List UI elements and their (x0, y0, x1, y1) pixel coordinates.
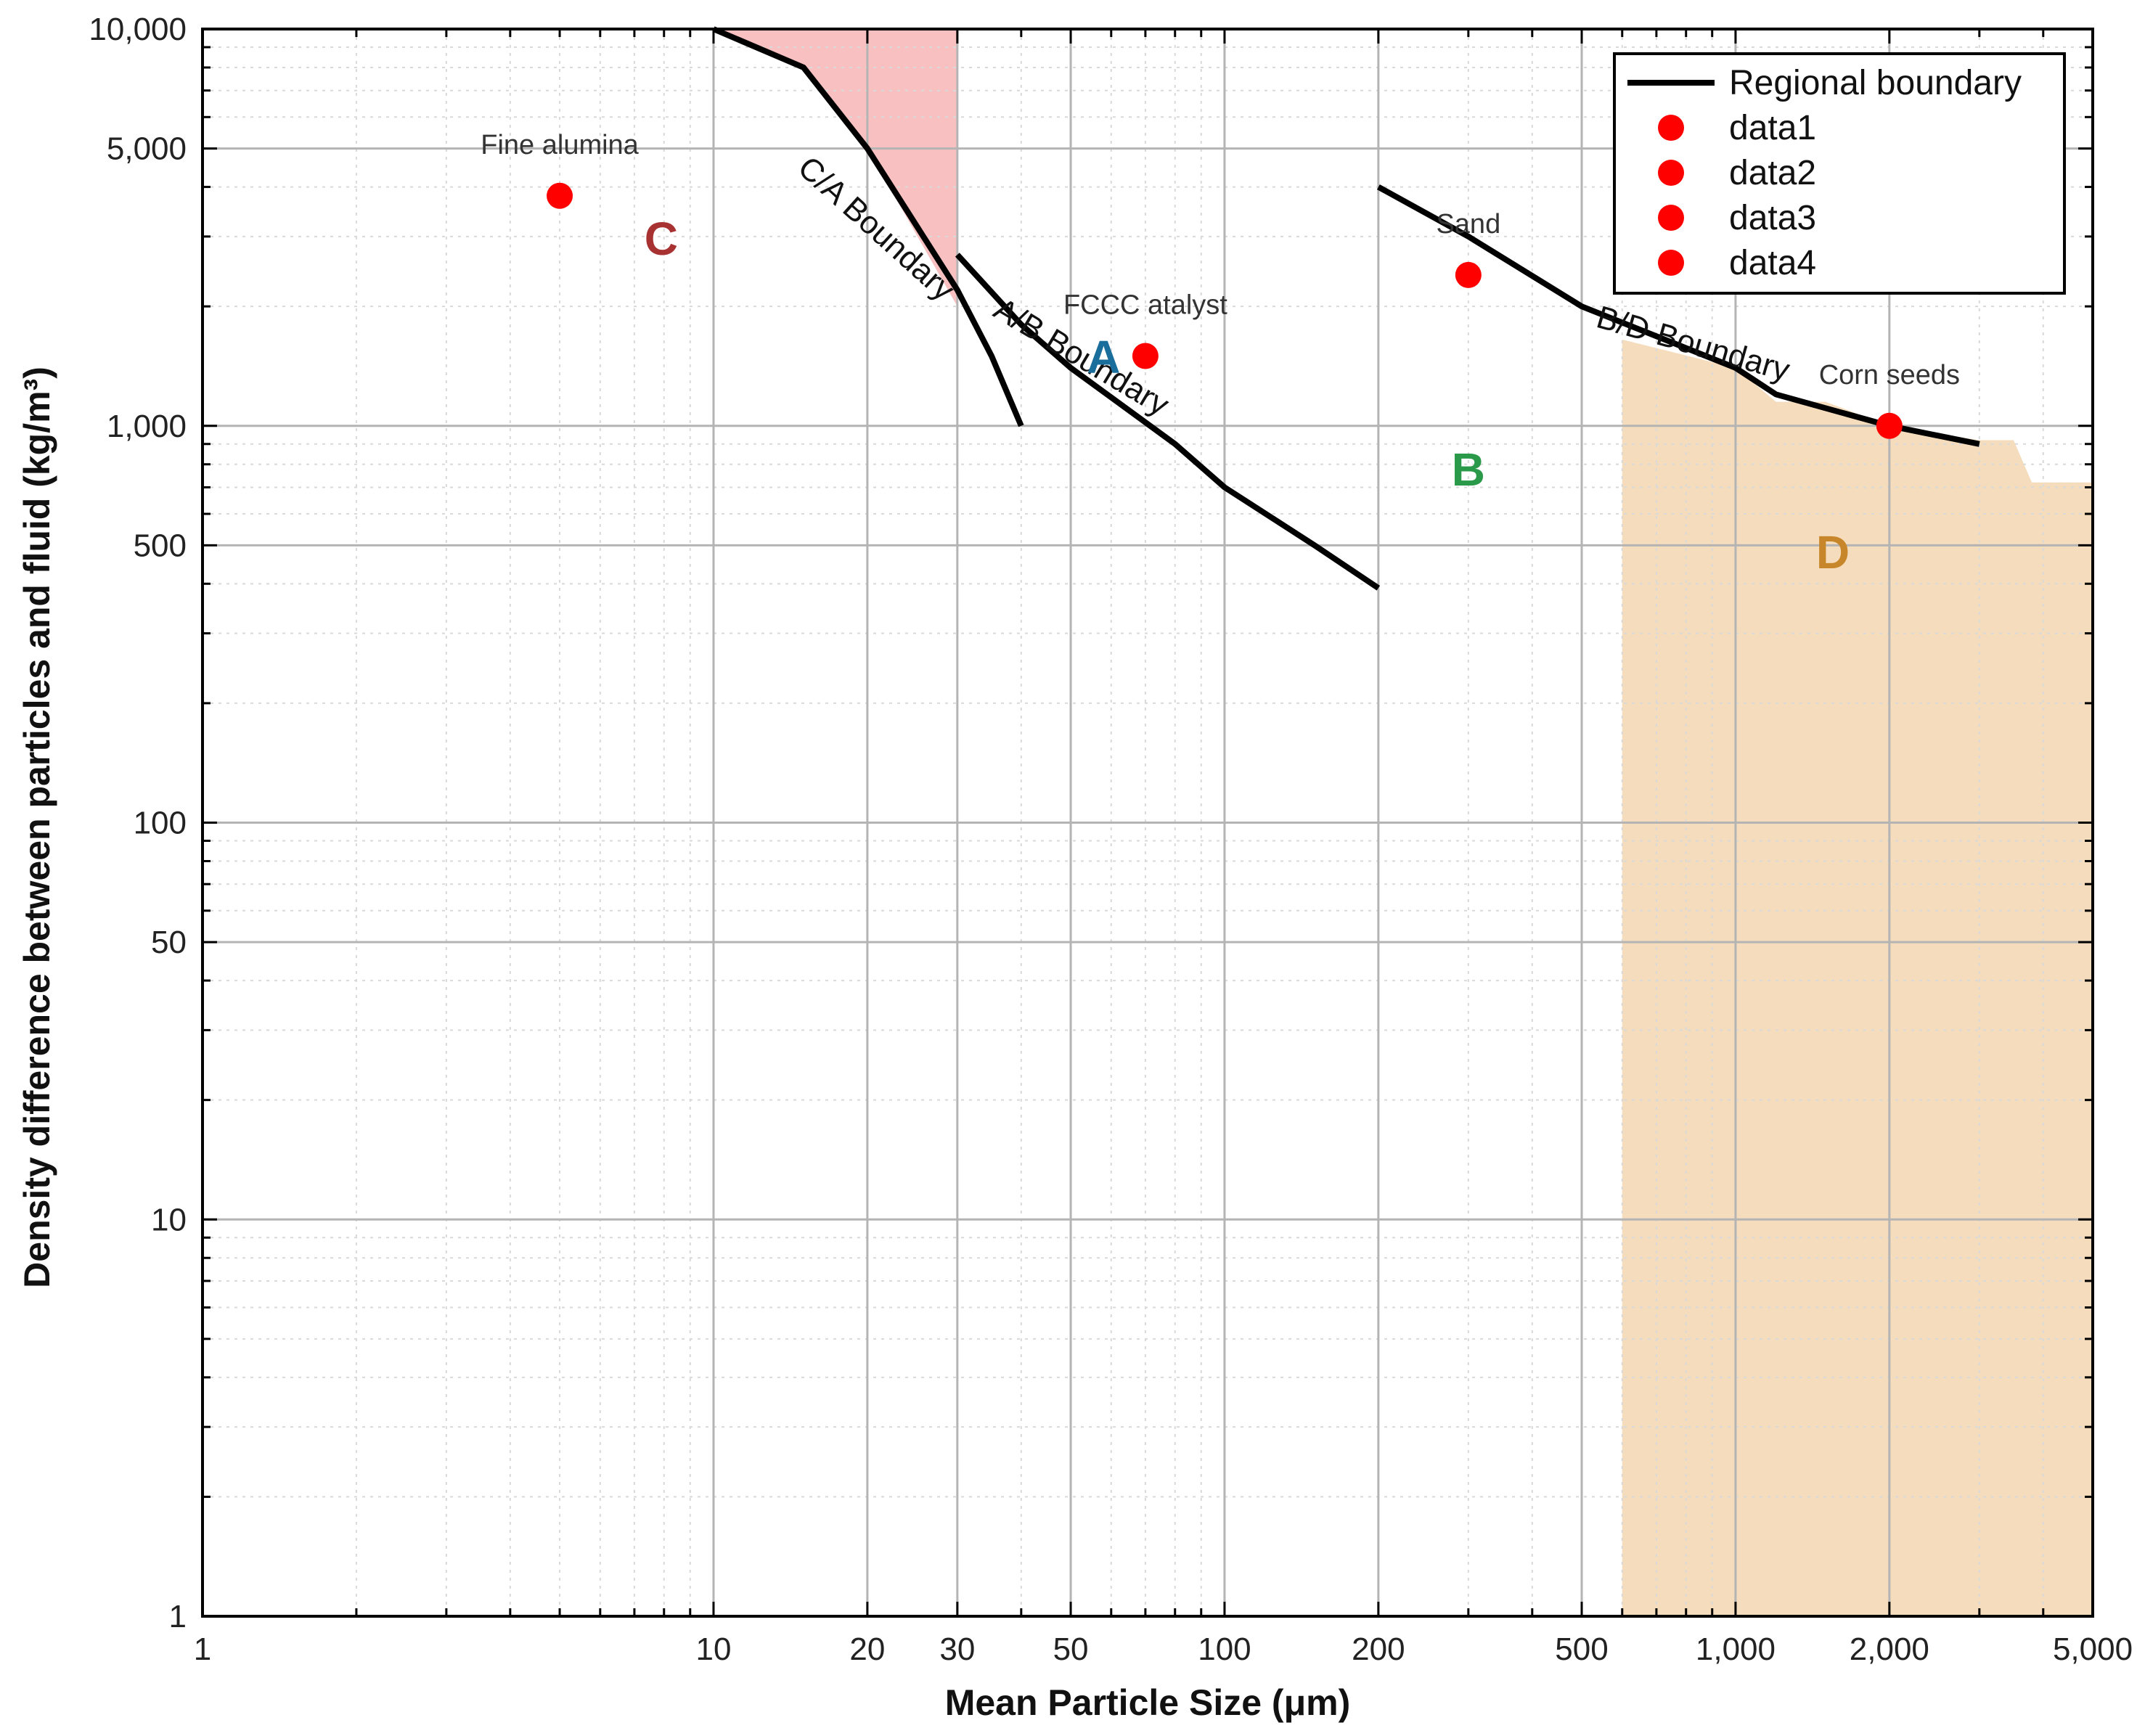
legend-marker-swatch (1658, 205, 1684, 231)
legend-entry-regional-boundary: Regional boundary (1729, 64, 2022, 102)
region-a-label: A (1087, 331, 1120, 383)
legend-entry-data1: data1 (1729, 109, 1816, 147)
legend-entry-data4: data4 (1729, 244, 1816, 282)
region-fills (713, 29, 2093, 1616)
fine-alumina-annotation: Fine alumina (481, 130, 639, 160)
data3-point (1455, 261, 1482, 288)
x-tick-label: 200 (1352, 1631, 1405, 1667)
y-tick-label: 1,000 (107, 409, 187, 444)
sand-annotation: Sand (1436, 209, 1500, 239)
x-tick-label: 30 (939, 1631, 975, 1667)
data1-point (547, 182, 573, 209)
legend-entry-data3: data3 (1729, 199, 1816, 237)
legend-marker-swatch (1658, 250, 1684, 276)
x-tick-label: 1,000 (1696, 1631, 1776, 1667)
x-tick-label: 500 (1555, 1631, 1608, 1667)
data2-point (1132, 343, 1159, 369)
c-a-boundary-line (712, 26, 1024, 427)
data-points (547, 182, 1903, 439)
legend-entry-data2: data2 (1729, 154, 1816, 192)
y-tick-label: 100 (134, 806, 187, 841)
fccc-atalyst-annotation: FCCC atalyst (1063, 290, 1227, 320)
x-tick-label: 10 (696, 1631, 732, 1667)
legend-box (1613, 52, 2066, 295)
x-tick-label: 5,000 (2053, 1631, 2133, 1667)
c-region-fill (713, 29, 957, 307)
region-c-label: C (645, 213, 678, 265)
x-tick-label: 20 (849, 1631, 885, 1667)
a-b-boundary-line (955, 253, 1381, 591)
y-tick-label: 500 (134, 528, 187, 563)
region-d-label: D (1816, 526, 1850, 578)
y-tick-label: 1 (169, 1599, 187, 1634)
corn-seeds-annotation: Corn seeds (1819, 360, 1960, 390)
data4-point (1876, 412, 1903, 439)
y-axis-label: Density difference between particles and… (17, 367, 57, 1288)
legend: Regional boundary data1 data2 data3 data4 (1613, 52, 2066, 295)
y-tick-label: 10 (151, 1202, 187, 1237)
legend-marker-swatch (1658, 115, 1684, 141)
y-tick-label: 5,000 (107, 131, 187, 167)
x-tick-label: 2,000 (1850, 1631, 1929, 1667)
x-tick-label: 100 (1198, 1631, 1251, 1667)
legend-marker-swatch (1658, 160, 1684, 186)
x-tick-label: 1 (194, 1631, 211, 1667)
x-axis-label: Mean Particle Size (μm) (945, 1682, 1351, 1723)
y-tick-label: 50 (151, 925, 187, 960)
axis-ticks: 1 10 20 30 50 100 200 500 1,000 2,000 5,000 1 10 50 10… (89, 12, 2133, 1667)
y-tick-label: 10,000 (89, 12, 187, 47)
d-region-fill (1622, 339, 2093, 1616)
x-tick-label: 50 (1053, 1631, 1089, 1667)
region-b-label: B (1452, 443, 1485, 496)
